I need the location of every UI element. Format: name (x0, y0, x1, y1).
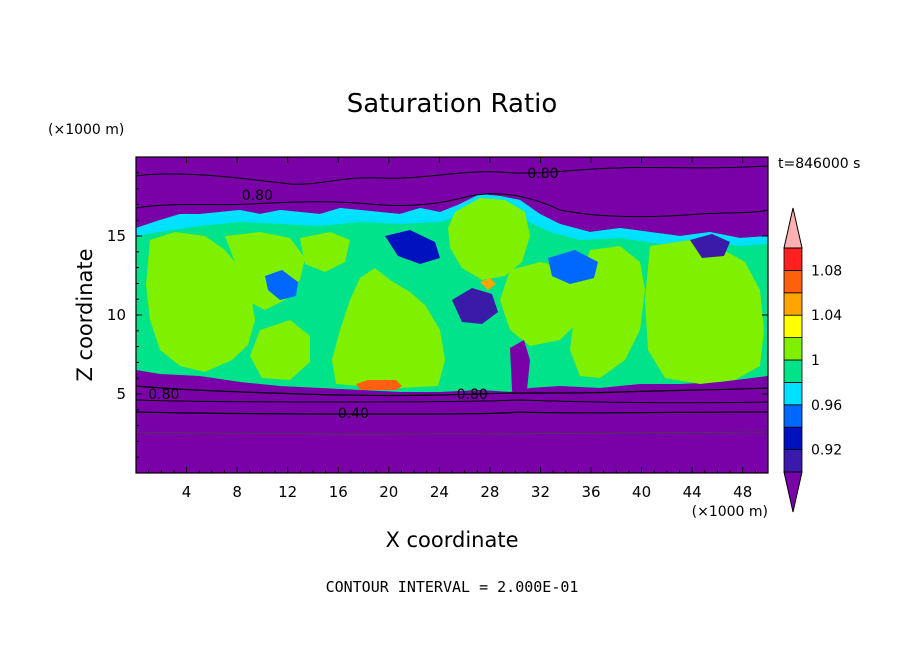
subsaturated-patch (510, 340, 530, 412)
y-tick-label: 5 (116, 385, 126, 403)
x-tick-label: 12 (278, 483, 297, 501)
colorbar-label: 0.96 (811, 398, 842, 414)
contour-label: 0.80 (527, 166, 558, 182)
colorbar-label: 1 (811, 353, 820, 369)
colorbar-swatch (783, 269, 803, 294)
supersaturated-patch (480, 278, 496, 290)
colorbar-swatch (783, 449, 803, 473)
cloud-region (500, 262, 585, 346)
colorbar-swatch (783, 292, 803, 316)
chart-title: Saturation Ratio (347, 89, 558, 119)
x-tick-label: 44 (683, 483, 702, 501)
upper-fringe (136, 194, 768, 246)
colorbar-label: 0.92 (811, 443, 842, 459)
contour-line (136, 385, 768, 397)
contour-label: 0.80 (148, 387, 179, 403)
subsaturated-patch (690, 234, 730, 258)
colorbar: 0.92 0.96 1 1.04 1.08 (783, 207, 842, 513)
supersaturated-patch (356, 380, 402, 390)
subsaturated-patch (265, 270, 298, 300)
colorbar-label: 1.08 (811, 263, 842, 279)
colorbar-swatch (783, 337, 803, 361)
cloud-region (250, 320, 310, 380)
x-tick-label: 28 (480, 483, 499, 501)
subsaturated-patch (385, 230, 440, 264)
colorbar-swatch (783, 359, 803, 383)
colorbar-swatch (783, 426, 803, 451)
x-tick-label: 48 (733, 483, 752, 501)
upper-dry-region (136, 157, 768, 238)
contour-labels: 0.80 0.80 0.80 0.40 0.80 (148, 166, 558, 422)
x-tick-label: 8 (232, 483, 242, 501)
y-unit-label: (×1000 m) (48, 122, 124, 138)
x-tick-label: 16 (329, 483, 348, 501)
plot-field (136, 157, 768, 473)
contour-line (136, 431, 768, 435)
contour-line (136, 165, 768, 185)
x-tick-label: 32 (531, 483, 550, 501)
cloud-region (448, 198, 530, 280)
x-axis-label: X coordinate (385, 528, 518, 552)
contour-line (136, 193, 768, 218)
colorbar-swatch (783, 247, 803, 271)
cloud-region (332, 268, 445, 388)
x-tick-label: 40 (632, 483, 651, 501)
cloud-region (300, 232, 350, 272)
contour-interval-label: CONTOUR INTERVAL = 2.000E-01 (326, 578, 579, 596)
x-tick-label: 20 (379, 483, 398, 501)
y-tick-label: 10 (107, 306, 126, 324)
colorbar-swatch (783, 404, 803, 428)
y-axis-label: Z coordinate (73, 248, 97, 381)
colorbar-lower-arrow (783, 471, 803, 513)
contour-line (136, 411, 768, 415)
subsaturated-patch (548, 250, 598, 284)
contour-label: 0.40 (338, 406, 369, 422)
time-label: t=846000 s (778, 156, 860, 172)
colorbar-swatch (783, 314, 803, 339)
lower-dry-region (136, 370, 768, 473)
subsaturated-patch (452, 288, 498, 324)
contour-label: 0.80 (457, 387, 488, 403)
colorbar-swatch (783, 381, 803, 406)
x-tick-label: 36 (581, 483, 600, 501)
x-axis-ticks: 4 8 12 16 20 24 28 32 36 40 44 48 (148, 157, 756, 501)
y-axis-ticks: 5 10 15 (107, 172, 768, 458)
x-tick-label: 24 (430, 483, 449, 501)
contour-label: 0.80 (242, 188, 273, 204)
x-tick-label: 4 (182, 483, 192, 501)
cloud-region (645, 240, 764, 384)
contour-line (136, 399, 768, 404)
colorbar-label: 1.04 (811, 308, 842, 324)
colorbar-upper-arrow (783, 207, 803, 249)
x-unit-label: (×1000 m) (692, 504, 768, 520)
cloud-region (146, 232, 255, 372)
y-tick-label: 15 (107, 227, 126, 245)
